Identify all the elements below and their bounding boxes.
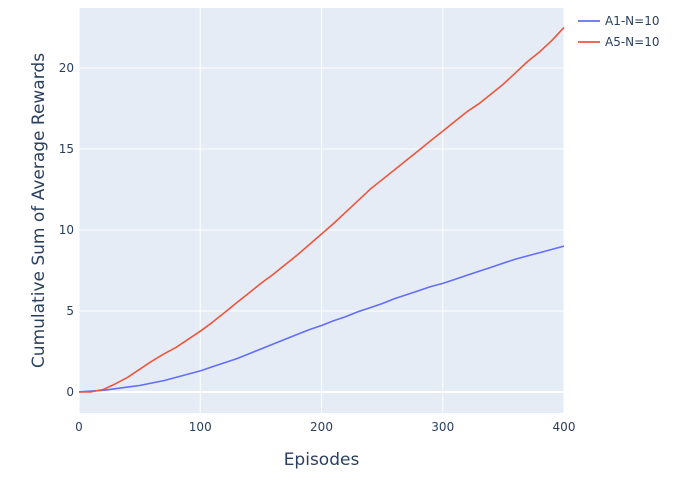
y-tick-label: 20 — [59, 61, 74, 75]
y-tick-label: 0 — [66, 385, 74, 399]
x-tick-label: 0 — [75, 420, 83, 434]
y-tick-label: 15 — [59, 142, 74, 156]
y-tick-label: 10 — [59, 223, 74, 237]
y-tick-label: 5 — [66, 304, 74, 318]
y-axis-title: Cumulative Sum of Average Rewards — [29, 53, 49, 368]
x-tick-label: 300 — [431, 420, 454, 434]
series-line-1 — [78, 245, 565, 393]
x-tick-label: 100 — [189, 420, 212, 434]
series-line-2 — [79, 26, 565, 393]
legend-label-2: A5-N=10 — [605, 35, 659, 49]
legend-label-1: A1-N=10 — [605, 14, 659, 28]
x-tick-label: 400 — [553, 420, 576, 434]
x-axis-title: Episodes — [284, 450, 360, 470]
x-tick-label: 200 — [310, 420, 333, 434]
